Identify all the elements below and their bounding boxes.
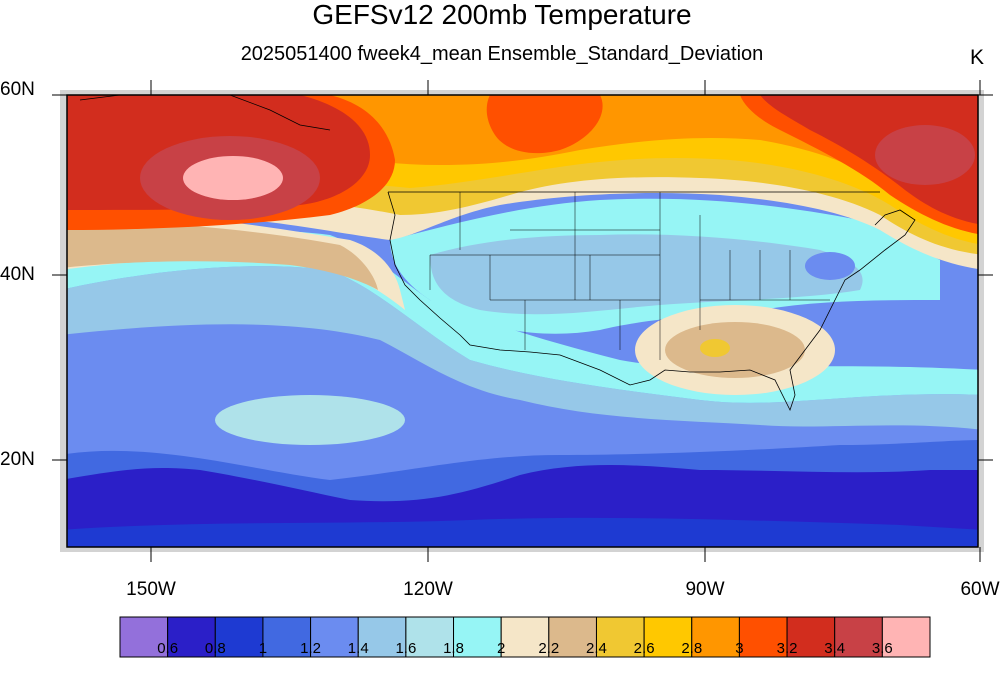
colorbar-label: 1.8 — [443, 640, 464, 657]
colorbar-swatch — [595, 616, 645, 658]
colorbar-swatch — [548, 616, 597, 658]
colorbar-swatch — [834, 616, 883, 658]
colorbar-swatch — [310, 616, 359, 658]
lat-label-60n: 60N — [0, 79, 35, 100]
chart-title: GEFSv12 200mb Temperature — [312, 0, 692, 30]
plot-frame — [66, 94, 979, 548]
colorbar-swatch — [643, 616, 693, 658]
colorbar-swatch — [119, 616, 169, 658]
contour-field — [67, 95, 978, 547]
state-borders — [429, 192, 830, 360]
colorbar-swatch — [881, 616, 931, 658]
colorbar-label: 2.6 — [633, 640, 655, 657]
lat-label-40n: 40N — [0, 264, 35, 285]
lon-label-90w: 90W — [685, 579, 725, 600]
colorbar-swatch — [786, 616, 836, 658]
colorbar-swatch — [262, 616, 312, 658]
axis-ticks — [52, 80, 993, 562]
lon-label-60w: 60W — [960, 579, 1000, 600]
colorbar-swatch — [691, 616, 740, 658]
colorbar-label: 1.6 — [395, 640, 417, 657]
colorbar-label: 2 — [497, 640, 506, 657]
colorbar-label: 3 — [735, 640, 744, 657]
colorbar-label: 2.4 — [586, 640, 607, 657]
lon-label-120w: 120W — [403, 579, 453, 600]
coastlines — [79, 94, 916, 412]
colorbar-label: 3.6 — [871, 640, 893, 657]
chart-subtitle: 2025051400 fweek4_mean Ensemble_Standard… — [240, 43, 764, 65]
colorbar-swatch — [214, 616, 264, 658]
colorbar-label: 1.2 — [300, 640, 322, 657]
colorbar-label: 2.8 — [681, 640, 703, 657]
colorbar-label: 0.6 — [157, 640, 179, 657]
units-label: K — [969, 46, 984, 69]
lat-label-20n: 20N — [0, 449, 35, 470]
lon-label-150w: 150W — [126, 579, 176, 600]
colorbar-swatch — [500, 616, 550, 658]
colorbar — [119, 616, 931, 658]
colorbar-label: 3.4 — [824, 640, 846, 657]
colorbar-label: 3.2 — [776, 640, 798, 657]
colorbar-label: 1.4 — [347, 640, 369, 657]
colorbar-label: 0.8 — [204, 640, 226, 657]
colorbar-swatch — [357, 616, 407, 658]
colorbar-label: 1 — [258, 640, 268, 657]
colorbar-label: 2.2 — [538, 640, 560, 657]
